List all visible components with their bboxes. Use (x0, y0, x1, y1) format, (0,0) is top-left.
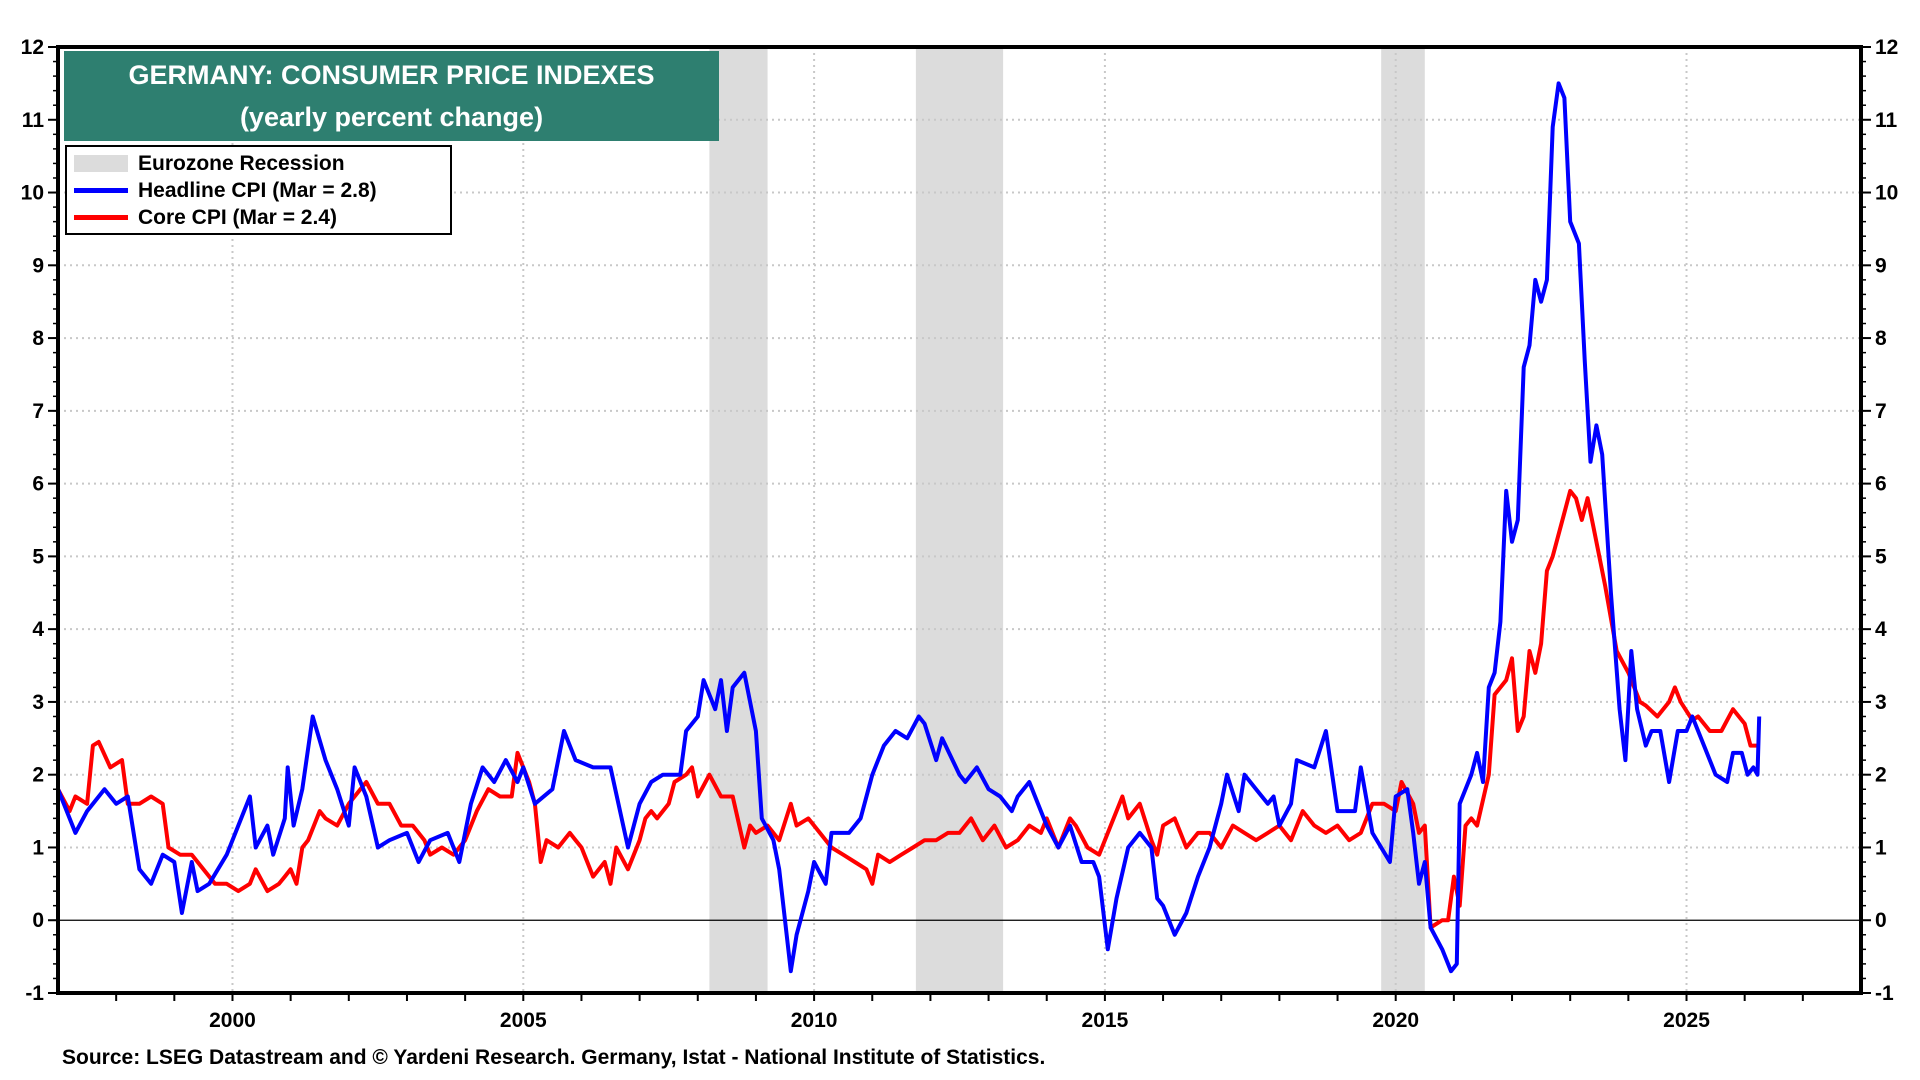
y-tick-label-right: 10 (1875, 182, 1898, 205)
y-tick-label-right: 11 (1875, 109, 1898, 132)
x-tick-label: 2015 (1082, 1009, 1129, 1032)
y-tick-label-right: 1 (1875, 836, 1887, 859)
y-tick-label-left: 6 (32, 473, 44, 496)
y-tick-label-right: 7 (1875, 400, 1887, 423)
y-tick-label-left: 1 (32, 836, 44, 859)
y-tick-label-right: 5 (1875, 545, 1887, 568)
y-tick-label-left: -1 (25, 982, 44, 1005)
legend-item-headline: Headline CPI (Mar = 2.8) (67, 177, 450, 204)
headline-swatch (74, 188, 128, 193)
y-tick-label-right: 9 (1875, 254, 1887, 277)
y-tick-label-right: 3 (1875, 691, 1887, 714)
y-tick-label-right: 8 (1875, 327, 1887, 350)
x-tick-label: 2020 (1372, 1009, 1419, 1032)
chart-title: GERMANY: CONSUMER PRICE INDEXES (128, 60, 655, 90)
series-lines (56, 81, 1762, 974)
y-tick-label-left: 10 (21, 182, 44, 205)
y-tick-label-right: 6 (1875, 473, 1887, 496)
y-tick-label-right: 2 (1875, 764, 1887, 787)
legend: Eurozone Recession Headline CPI (Mar = 2… (65, 145, 452, 235)
x-tick-label: 2000 (209, 1009, 256, 1032)
y-tick-label-left: 4 (32, 618, 44, 641)
y-tick-label-right: 0 (1875, 909, 1887, 932)
y-tick-label-left: 0 (32, 909, 44, 932)
recession-shading (709, 47, 1425, 993)
recession-band (709, 47, 768, 993)
y-tick-label-left: 7 (32, 400, 44, 423)
y-tick-label-left: 8 (32, 327, 44, 350)
legend-item-core: Core CPI (Mar = 2.4) (67, 204, 450, 231)
y-tick-label-right: 4 (1875, 618, 1887, 641)
chart-subtitle: (yearly percent change) (239, 102, 544, 132)
x-tick-label: 2005 (500, 1009, 547, 1032)
y-tick-label-right: 12 (1875, 36, 1898, 59)
legend-label: Eurozone Recession (138, 151, 345, 175)
core-cpi-line (56, 488, 1760, 930)
recession-band (1381, 47, 1425, 993)
legend-label: Headline CPI (Mar = 2.8) (138, 178, 377, 202)
legend-label: Core CPI (Mar = 2.4) (138, 205, 337, 229)
x-tick-label: 2025 (1663, 1009, 1710, 1032)
y-tick-label-left: 2 (32, 764, 44, 787)
chart-title-box: GERMANY: CONSUMER PRICE INDEXES (yearly … (64, 51, 719, 141)
y-tick-label-left: 9 (32, 254, 44, 277)
y-tick-label-left: 12 (21, 36, 44, 59)
recession-swatch (74, 155, 128, 172)
y-tick-label-left: 3 (32, 691, 44, 714)
recession-band (915, 47, 1004, 993)
y-tick-label-left: 11 (22, 109, 45, 132)
y-tick-label-right: -1 (1875, 982, 1894, 1005)
x-tick-label: 2010 (791, 1009, 838, 1032)
y-tick-label-left: 5 (32, 545, 44, 568)
plot-frame (56, 45, 1863, 995)
legend-item-recession: Eurozone Recession (67, 150, 450, 177)
headline-cpi-line (56, 81, 1762, 974)
source-note: Source: LSEG Datastream and © Yardeni Re… (62, 1046, 1046, 1069)
core-swatch (74, 215, 128, 220)
